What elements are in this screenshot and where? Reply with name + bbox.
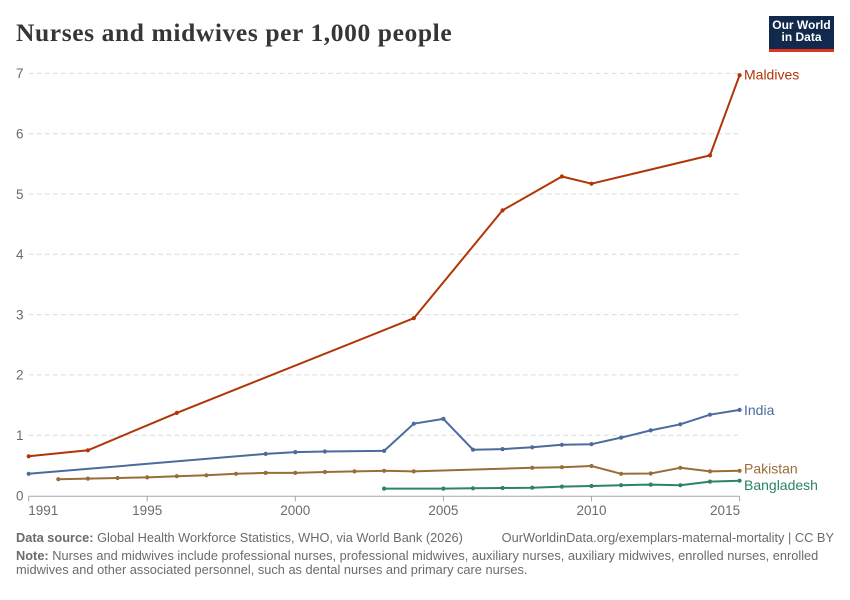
svg-text:Maldives: Maldives (744, 66, 799, 82)
svg-text:5: 5 (16, 187, 24, 202)
svg-text:2015: 2015 (710, 503, 740, 518)
svg-text:1995: 1995 (132, 503, 162, 518)
svg-text:6: 6 (16, 127, 24, 142)
svg-text:2005: 2005 (428, 503, 458, 518)
svg-text:2: 2 (16, 368, 24, 383)
svg-text:2000: 2000 (280, 503, 310, 518)
svg-text:3: 3 (16, 307, 24, 322)
svg-text:2010: 2010 (576, 503, 606, 518)
svg-text:1991: 1991 (28, 503, 58, 518)
svg-text:4: 4 (16, 247, 24, 262)
svg-text:Pakistan: Pakistan (744, 461, 798, 477)
svg-text:0: 0 (16, 488, 24, 503)
svg-text:1: 1 (16, 428, 24, 443)
svg-text:Bangladesh: Bangladesh (744, 477, 818, 493)
svg-text:7: 7 (16, 66, 24, 81)
svg-text:India: India (744, 402, 775, 418)
